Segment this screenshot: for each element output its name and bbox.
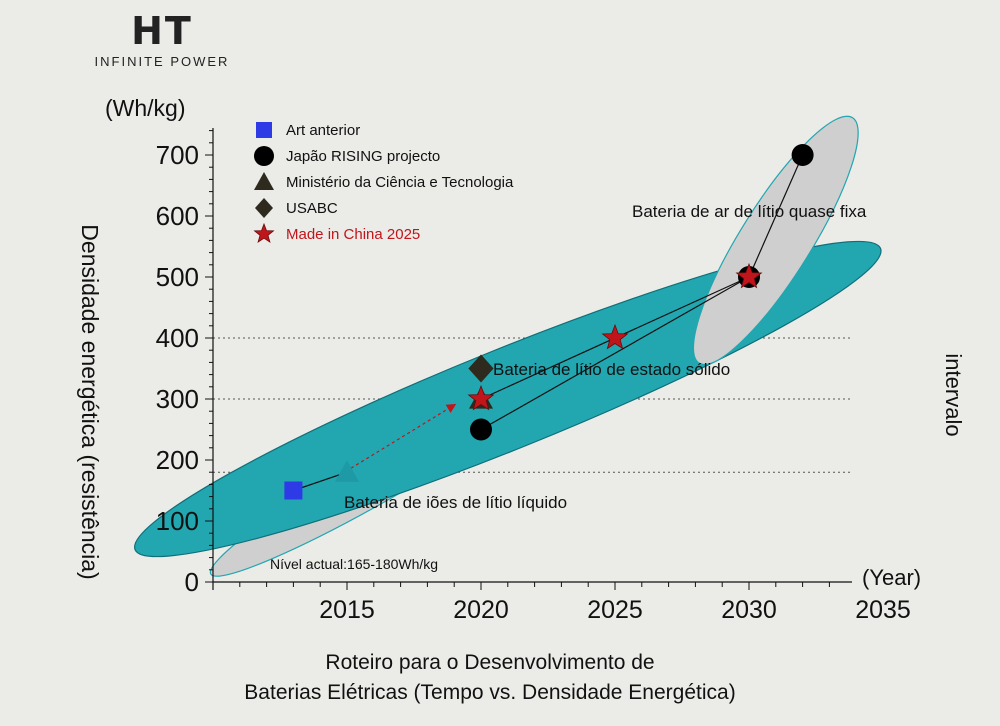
trend-arrow: [350, 403, 457, 469]
data-point-circle-0: [470, 418, 492, 441]
data-point-square-0: [284, 481, 303, 500]
data-point-circle-2: [791, 144, 814, 166]
data-point-diamond-0: [468, 354, 494, 383]
y-tick-label: 100: [156, 506, 199, 536]
y-tick-label: 300: [156, 384, 199, 414]
legend-marker-triangle: [254, 172, 274, 190]
legend-label-0: Art anterior: [286, 122, 360, 139]
y-tick-label: 600: [156, 201, 199, 231]
y-tick-label: 0: [185, 567, 199, 597]
legend-label-4: Made in China 2025: [286, 226, 420, 243]
region-label-2: Bateria de ar de lítio quase fixa: [632, 202, 867, 221]
x-tick-label: 2035: [855, 596, 911, 624]
caption-line-1: Roteiro para o Desenvolvimento de: [325, 651, 655, 674]
region-ellipse-2: [692, 115, 859, 366]
legend-marker-star: [253, 222, 275, 244]
legend-label-1: Japão RISING projecto: [286, 148, 440, 165]
region-ellipse-1: [134, 240, 882, 558]
caption-line-2: Baterias Elétricas (Tempo vs. Densidade …: [244, 681, 736, 704]
current-level-note: Nível actual:165-180Wh/kg: [270, 556, 438, 572]
y-tick-label: 700: [156, 140, 199, 170]
brand-tagline: INFINITE POWER: [94, 54, 230, 69]
brand-mark: HT: [131, 9, 193, 53]
legend-label-2: Ministério da Ciência e Tecnologia: [286, 174, 514, 191]
legend-marker-circle: [254, 146, 274, 166]
chart: 0 100 200 300 400 500 600 700 2015 2020 2025 2030 20…: [77, 95, 966, 624]
y-axis-title: Densidade energética (resistência): [77, 224, 103, 579]
y-tick-label: 400: [156, 323, 199, 353]
y-unit-label: (Wh/kg): [105, 95, 186, 121]
data-point-star-2: [735, 262, 763, 289]
data-point-star-0: [467, 384, 495, 411]
region-label-0: Bateria de iões de lítio líquido: [344, 493, 567, 512]
right-axis-label: intervalo: [941, 353, 966, 436]
x-tick-label: 2020: [453, 596, 509, 624]
region-label-1: Bateria de lítio de estado sólido: [493, 360, 730, 379]
legend-marker-square: [256, 122, 272, 138]
chart-caption: Roteiro para o Desenvolvimento de Bateri…: [170, 648, 810, 708]
legend-marker-diamond: [255, 198, 273, 218]
data-point-triangle-0: [335, 460, 359, 482]
connector-line-1: [480, 276, 750, 431]
x-tick-label: 2030: [721, 596, 777, 624]
x-tick-label: 2025: [587, 596, 643, 624]
legend-label-3: USABC: [286, 200, 338, 217]
connector-line-3: [748, 154, 804, 278]
y-tick-label: 200: [156, 445, 199, 475]
x-tick-label: 2015: [319, 596, 375, 624]
data-point-star-1: [601, 323, 629, 350]
brand-logo: HT INFINITE POWER: [82, 10, 242, 69]
x-unit-label: (Year): [862, 565, 921, 590]
y-tick-label: 500: [156, 262, 199, 292]
